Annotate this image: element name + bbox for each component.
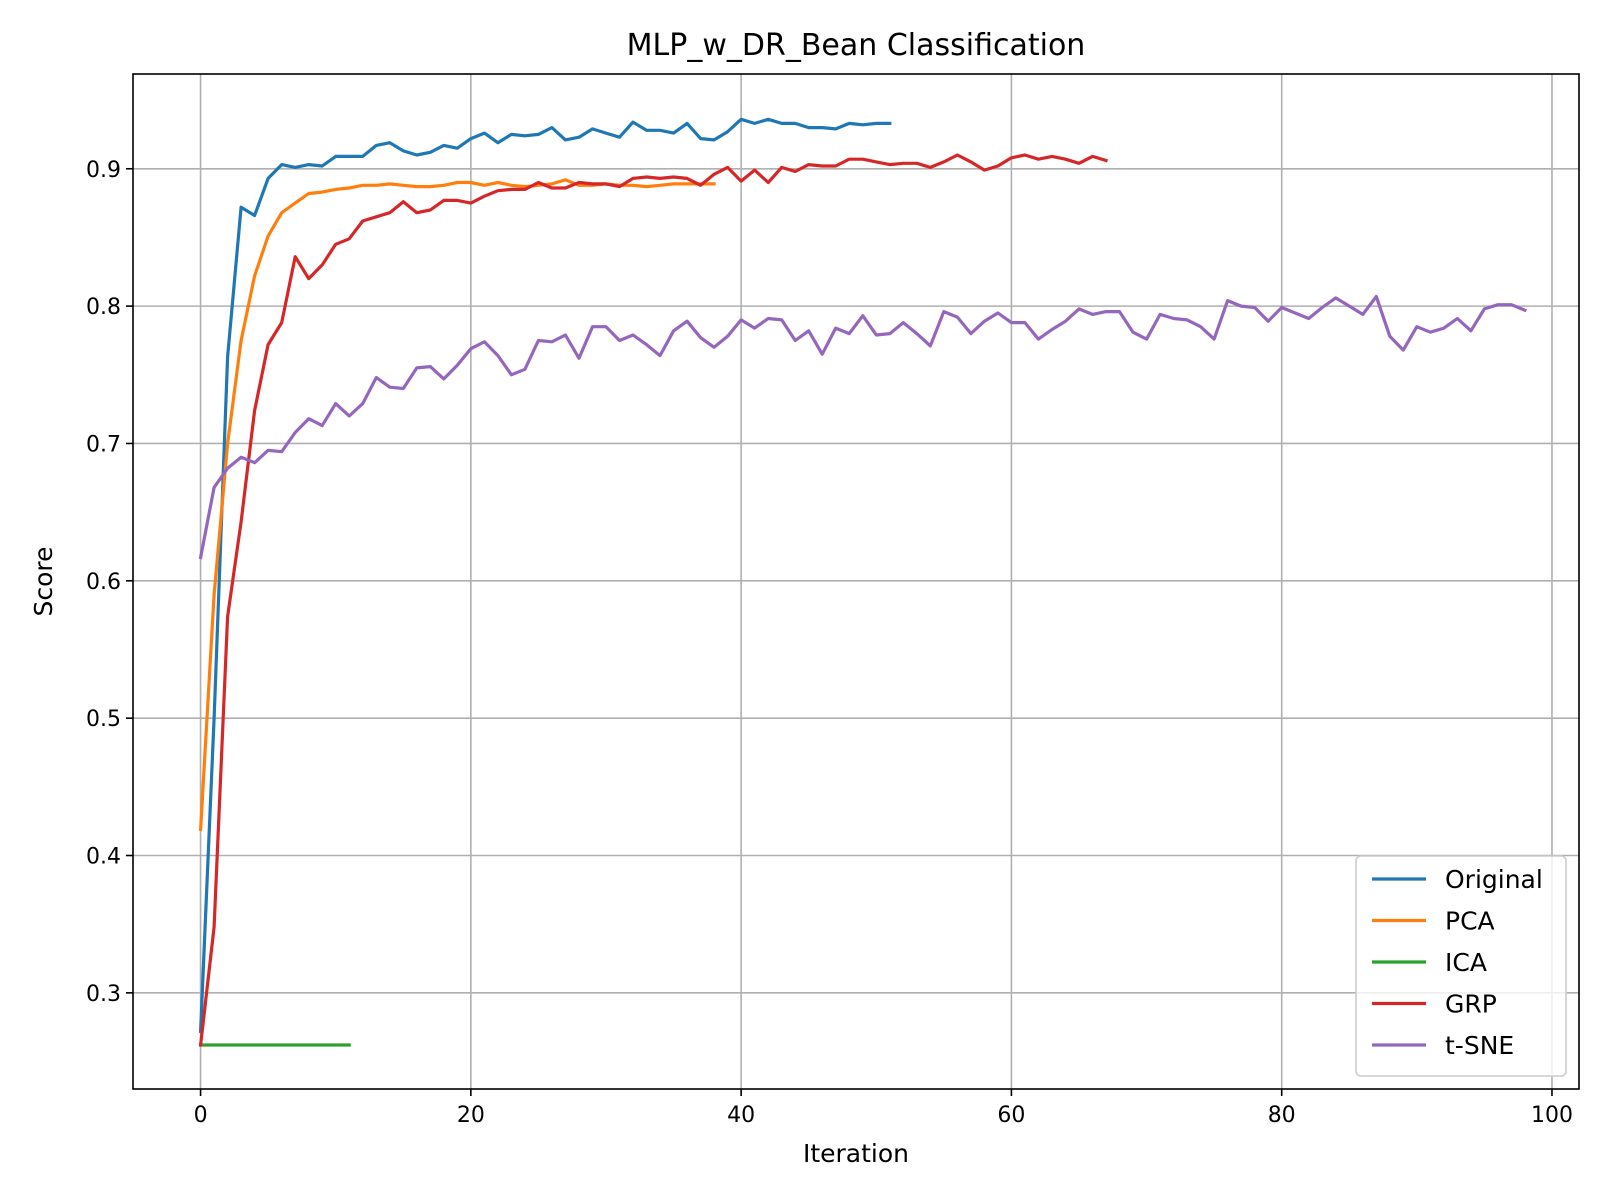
legend-label-ica: ICA — [1445, 948, 1487, 977]
series-line-grp — [198, 153, 1108, 1047]
series-line-original — [198, 117, 892, 1033]
legend-items: Original PCA ICA GRP t-SNE — [1372, 865, 1543, 1060]
x-tick-label: 60 — [997, 1103, 1025, 1128]
y-tick-label: 0.7 — [86, 432, 121, 457]
y-tick-label: 0.6 — [86, 570, 121, 595]
x-axis-ticks: 0 20 40 60 80 100 — [194, 1089, 1573, 1128]
legend-label-t-sne: t-SNE — [1445, 1031, 1514, 1060]
y-tick-label: 0.9 — [86, 158, 121, 183]
y-tick-label: 0.8 — [86, 295, 121, 320]
plot-series — [198, 117, 1527, 1047]
grid — [133, 74, 1579, 1089]
legend-label-grp: GRP — [1445, 990, 1497, 1019]
legend-label-original: Original — [1445, 865, 1543, 894]
legend-label-pca: PCA — [1445, 907, 1495, 936]
y-tick-label: 0.3 — [86, 982, 121, 1007]
y-axis-ticks: 0.3 0.4 0.5 0.6 0.7 0.8 0.9 — [86, 158, 133, 1007]
legend: Original PCA ICA GRP t-SNE — [1355, 855, 1567, 1077]
x-tick-label: 80 — [1268, 1103, 1296, 1128]
series-line-t-sne — [198, 294, 1527, 560]
legend-frame — [1355, 855, 1567, 1077]
series-line-pca — [198, 178, 716, 832]
x-tick-label: 0 — [194, 1103, 208, 1128]
x-tick-label: 40 — [727, 1103, 755, 1128]
y-tick-label: 0.4 — [86, 845, 121, 870]
x-tick-label: 20 — [457, 1103, 485, 1128]
chart-title: MLP_w_DR_Bean Classification — [627, 28, 1086, 63]
y-axis-label: Score — [29, 546, 58, 616]
y-tick-label: 0.5 — [86, 707, 121, 732]
x-axis-label: Iteration — [803, 1139, 909, 1168]
x-tick-label: 100 — [1531, 1103, 1573, 1128]
